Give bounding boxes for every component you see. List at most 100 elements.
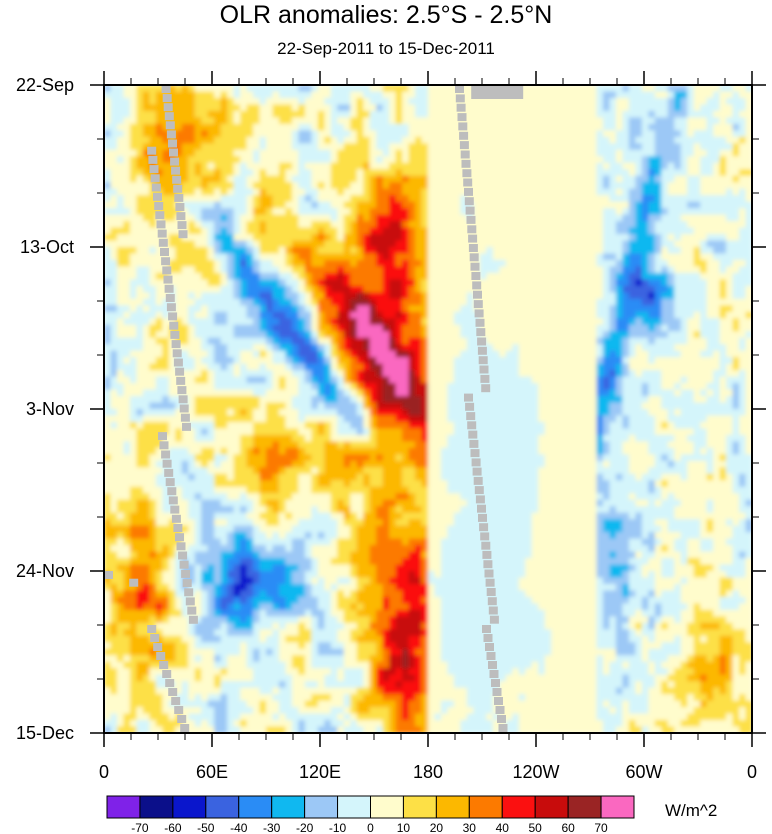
field-cell [739,357,747,365]
field-cell [453,331,461,339]
field-cell [317,91,325,99]
field-cell [421,279,429,287]
field-cell [298,85,306,93]
field-cell [194,331,202,339]
field-cell [207,272,215,280]
field-cell [706,240,714,248]
field-cell [233,175,241,183]
field-cell [220,214,228,222]
field-cell [175,247,183,255]
field-cell [609,136,617,144]
field-cell [590,337,598,345]
field-cell [648,247,656,255]
field-cell [350,376,358,384]
field-cell [233,156,241,164]
field-cell [434,97,442,106]
field-cell [544,156,552,164]
field-cell [337,402,345,410]
field-cell [317,370,325,378]
field-cell [104,97,112,106]
field-cell [622,208,630,216]
field-cell [181,311,189,319]
field-cell [609,91,617,99]
field-cell [687,234,695,242]
field-cell [194,344,202,352]
field-cell [726,285,734,293]
field-cell [648,188,656,196]
field-cell [745,234,752,242]
field-cell [700,272,708,280]
field-cell [596,182,604,190]
field-cell [531,117,539,125]
field-cell [745,123,752,131]
field-cell [557,389,565,397]
field-cell [713,208,721,216]
field-cell [395,221,403,229]
field-cell [356,292,364,300]
field-cell [291,331,299,339]
field-cell [104,149,112,157]
field-cell [116,234,125,242]
field-cell [304,305,312,313]
field-cell [104,285,112,293]
field-cell [557,344,565,352]
field-cell [531,175,539,183]
field-cell [428,266,436,274]
field-cell [181,130,189,138]
field-cell [512,130,520,138]
field-cell [356,285,364,293]
field-cell [136,110,144,118]
field-cell [453,402,461,410]
field-cell [486,253,494,261]
field-cell [434,130,442,138]
field-cell [266,247,274,255]
field-cell [129,376,137,384]
field-cell [402,389,410,397]
field-cell [227,188,235,196]
field-cell [356,97,364,106]
field-cell [376,266,384,274]
field-cell [453,234,461,242]
field-cell [719,110,727,118]
field-cell [726,85,734,93]
field-cell [551,272,559,280]
field-cell [389,169,397,177]
field-cell [233,136,241,144]
field-cell [544,195,552,203]
field-cell [317,175,325,183]
field-cell [421,285,429,293]
field-cell [168,259,176,268]
field-cell [440,357,449,365]
field-cell [667,331,675,339]
field-cell [648,370,656,378]
field-cell [317,214,325,222]
field-cell [602,201,611,209]
field-cell [259,91,267,99]
field-cell [570,370,578,378]
field-cell [525,324,533,332]
field-cell [486,298,494,306]
field-cell [602,97,611,106]
field-cell [687,162,695,170]
field-cell [713,259,721,268]
field-cell [635,130,643,138]
field-cell [123,175,131,183]
field-cell [110,85,118,93]
field-cell [337,201,345,209]
field-cell [285,91,293,99]
field-cell [337,188,345,196]
field-cell [214,285,222,293]
field-cell [337,123,345,131]
field-cell [136,337,144,345]
field-cell [615,195,623,203]
field-cell [142,162,150,170]
field-cell [253,363,261,371]
field-cell [324,234,332,242]
field-cell [739,110,747,118]
field-cell [564,117,572,125]
field-cell [220,156,228,164]
field-cell [453,130,461,138]
field-cell [615,201,623,209]
field-cell [343,136,351,144]
field-cell [402,247,410,255]
